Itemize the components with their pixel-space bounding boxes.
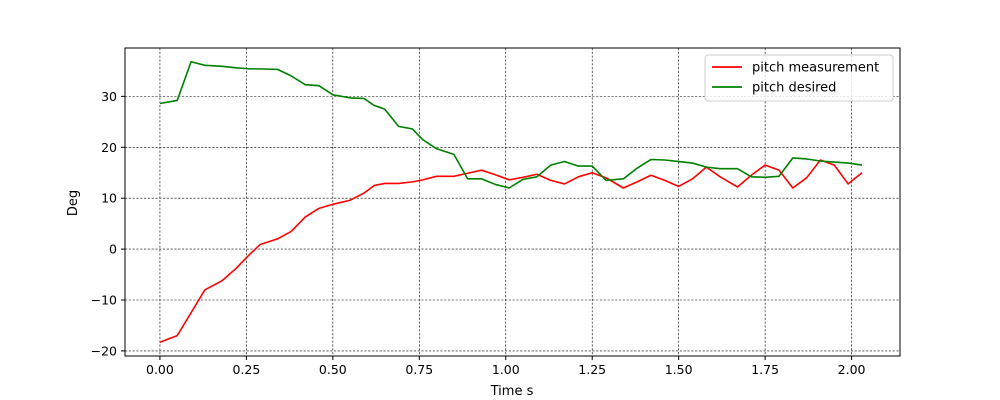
y-axis-label: Deg xyxy=(66,190,81,216)
x-tick-label: 0.25 xyxy=(232,362,260,377)
ticks: 0.00 0.25 0.50 0.75 1.00 1.25 1.50 1.75 2.00 −20 −… xyxy=(91,89,866,377)
y-tick-label: −20 xyxy=(91,343,117,358)
axes-frame xyxy=(124,47,901,357)
x-tick-label: 0.00 xyxy=(146,362,174,377)
y-tick-label: 0 xyxy=(109,242,117,257)
series-line-pitch-desired xyxy=(159,60,863,189)
plot-lines xyxy=(159,60,863,343)
series-line-pitch-measurement xyxy=(159,159,863,343)
x-tick-label: 1.25 xyxy=(578,362,606,377)
legend-label-pitch-desired: pitch desired xyxy=(752,81,836,96)
y-tick-label: −10 xyxy=(91,293,117,308)
x-tick-label: 0.50 xyxy=(319,362,347,377)
x-axis-label: Time s xyxy=(490,384,534,399)
legend-label-pitch-measurement: pitch measurement xyxy=(752,61,879,76)
x-tick-label: 1.75 xyxy=(751,362,779,377)
y-tick-label: 20 xyxy=(101,140,117,155)
x-tick-label: 0.75 xyxy=(405,362,433,377)
y-tick-label: 10 xyxy=(101,191,117,206)
x-tick-label: 1.00 xyxy=(492,362,520,377)
y-tick-label: 30 xyxy=(101,89,117,104)
x-tick-label: 1.50 xyxy=(665,362,693,377)
x-tick-label: 2.00 xyxy=(838,362,866,377)
legend-box xyxy=(704,54,894,102)
legend: pitch measurement pitch desired xyxy=(704,54,894,102)
